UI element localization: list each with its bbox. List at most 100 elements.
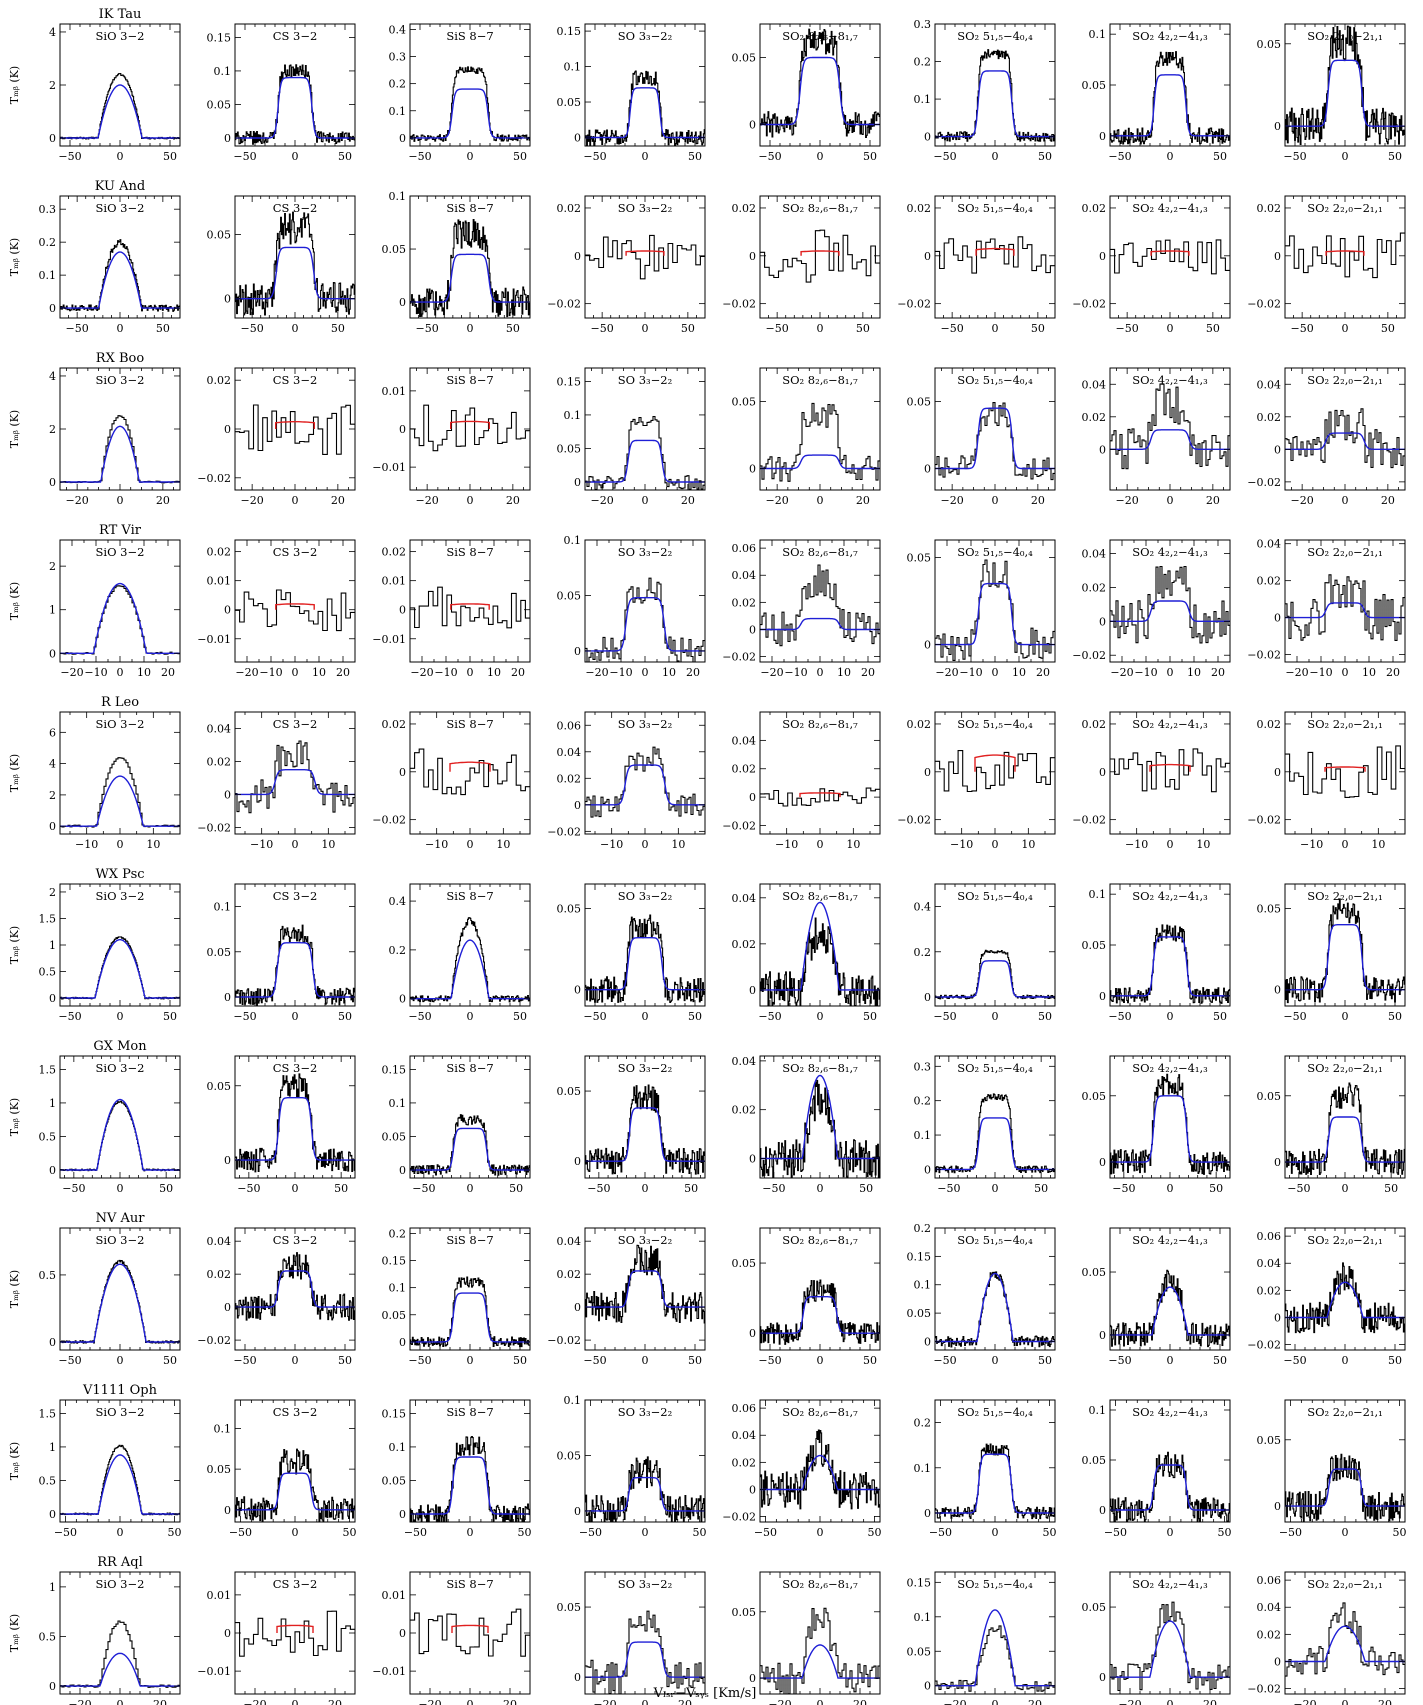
spectrum-panel: −50 0 50 0 0.05 0.1 0.15 SiS 8−7: [382, 1399, 532, 1539]
model-spectrum: [60, 1454, 180, 1515]
observed-spectrum: [410, 218, 530, 318]
y-tick-label: 0.05: [1082, 79, 1107, 92]
spectrum-panel: −10 0 10 −0.02 0 0.02 SiS 8−7: [372, 711, 531, 851]
model-spectrum: [760, 56, 880, 126]
x-tick-label: −50: [1108, 150, 1131, 163]
y-tick-label: 0: [749, 791, 756, 804]
spectrum-panel: −50 0 50 0 0.05 SO 3₃−2₂: [557, 1055, 706, 1195]
y-tick-label: −0.02: [1247, 649, 1281, 662]
x-tick-label: 0: [467, 1354, 474, 1367]
observed-spectrum: [1285, 574, 1405, 641]
observed-spectrum: [760, 917, 880, 1006]
y-tick-label: 0.1: [389, 1441, 407, 1454]
spectrum-panel: −50 0 50 −0.02 0 0.02 SO₂ 5₁,₅−4₀,₄: [897, 195, 1056, 335]
transition-label: SO₂ 4₂,₂−4₁,₃: [1132, 717, 1208, 731]
transition-label: SO₂ 4₂,₂−4₁,₃: [1132, 201, 1208, 215]
y-axis-label: Tₘᵦ (K): [8, 582, 21, 620]
x-tick-label: 0: [992, 322, 999, 335]
model-spectrum: [585, 597, 705, 652]
x-tick-label: −20: [766, 494, 789, 507]
transition-label: SO₂ 5₁,₅−4₀,₄: [957, 1405, 1033, 1419]
y-tick-label: 0: [224, 604, 231, 617]
y-tick-label: 0.2: [914, 1095, 932, 1108]
x-tick-label: −10: [784, 666, 807, 679]
x-tick-label: 10: [846, 838, 860, 851]
x-tick-label: 0: [1167, 1698, 1174, 1705]
x-tick-label: 20: [1378, 1698, 1392, 1705]
x-tick-label: −10: [250, 838, 273, 851]
x-tick-label: −50: [941, 322, 964, 335]
y-tick-label: 0.02: [1257, 411, 1282, 424]
x-tick-label: −50: [229, 1526, 252, 1539]
y-tick-label: 0: [399, 423, 406, 436]
y-tick-label: 1: [49, 1097, 56, 1110]
observed-spectrum: [235, 1252, 355, 1321]
y-tick-label: −0.02: [897, 298, 931, 311]
x-tick-label: 50: [168, 1526, 182, 1539]
y-tick-label: 0.2: [389, 1227, 407, 1240]
transition-label: CS 3−2: [273, 201, 318, 215]
spectrum-panel: −50 0 50 0 0.05 CS 3−2: [207, 1055, 356, 1195]
x-tick-label: 50: [863, 1010, 877, 1023]
y-tick-label: 0.1: [1089, 28, 1107, 41]
transition-label: SiS 8−7: [446, 1061, 493, 1075]
model-spectrum: [235, 1270, 355, 1308]
transition-label: SiO 3−2: [96, 545, 145, 559]
model-spectrum: [60, 84, 180, 139]
x-tick-label: 0: [817, 1010, 824, 1023]
transition-label: SiS 8−7: [446, 201, 493, 215]
y-tick-label: 0: [49, 476, 56, 489]
x-tick-label: 50: [509, 1182, 523, 1195]
y-tick-label: 0: [49, 1508, 56, 1521]
transition-label: SO₂ 8₂,₆−8₁,₇: [782, 201, 858, 215]
x-tick-label: −50: [583, 1010, 606, 1023]
x-tick-label: 0: [292, 666, 299, 679]
observed-spectrum: [1110, 565, 1230, 644]
x-tick-label: 50: [1384, 1182, 1398, 1195]
y-tick-label: 1.5: [39, 1407, 57, 1420]
y-tick-label: 0: [924, 1163, 931, 1176]
y-tick-label: 0: [1274, 250, 1281, 263]
observed-spectrum: [1285, 1453, 1405, 1522]
transition-label: CS 3−2: [273, 29, 318, 43]
x-tick-label: −20: [760, 666, 783, 679]
y-tick-label: −0.01: [197, 633, 231, 646]
y-tick-label: −0.02: [197, 472, 231, 485]
y-tick-label: 0: [224, 991, 231, 1004]
spectrum-panel: −50 0 50 −0.02 0 0.02 0.04 SO 3₃−2₂: [547, 1227, 706, 1367]
y-tick-label: 0.2: [914, 56, 932, 69]
y-tick-label: 0: [1274, 1311, 1281, 1324]
x-tick-label: 0: [1342, 1354, 1349, 1367]
y-tick-label: 2: [49, 560, 56, 573]
observed-spectrum: [1285, 1262, 1405, 1334]
x-tick-label: 0: [1167, 1010, 1174, 1023]
y-tick-label: 0.04: [1257, 378, 1282, 391]
x-tick-label: −50: [758, 1354, 781, 1367]
x-tick-label: 50: [1043, 1526, 1057, 1539]
transition-label: SO 3₃−2₂: [618, 1577, 672, 1591]
x-tick-label: −20: [1110, 666, 1133, 679]
y-tick-label: 0.15: [557, 25, 582, 38]
x-tick-label: −20: [418, 1698, 441, 1705]
spectrum-panel: −50 0 50 −0.02 0 0.02 0.04 0.06 SO₂ 8₂,₆−8₁,₇: [722, 1399, 882, 1539]
x-tick-label: 0: [1167, 1182, 1174, 1195]
spectrum-panel: −20 0 20 −0.02 0 0.02 0.04 0.06 SO₂ 2₂,₀−2₁,₁: [1247, 1571, 1406, 1705]
x-tick-label: 0: [642, 1526, 649, 1539]
y-tick-label: 0: [1099, 130, 1106, 143]
transition-label: SO₂ 2₂,₀−2₁,₁: [1307, 1233, 1383, 1247]
observed-spectrum: [1110, 1269, 1230, 1348]
x-tick-label: 0: [817, 1698, 824, 1705]
y-tick-label: 0.15: [907, 1250, 932, 1263]
transition-label: SO₂ 5₁,₅−4₀,₄: [957, 29, 1033, 43]
spectrum-panel: −10 0 10 −0.02 0 0.02 SO₂ 2₂,₀−2₁,₁: [1247, 711, 1406, 851]
x-tick-label: 0: [817, 1354, 824, 1367]
x-tick-label: 50: [868, 1526, 882, 1539]
x-tick-label: 50: [1388, 1010, 1402, 1023]
y-tick-label: 0.04: [557, 1235, 582, 1248]
model-spectrum: [1285, 924, 1405, 991]
observed-spectrum: [410, 1435, 530, 1522]
